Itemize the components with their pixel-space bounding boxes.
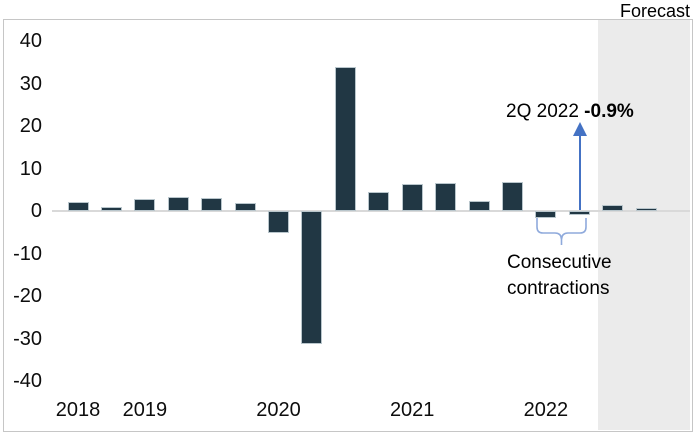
bar [234, 202, 256, 211]
x-year-label: 2019 [122, 399, 168, 421]
bar [602, 204, 624, 211]
bar [268, 211, 290, 233]
zero-gridline [52, 210, 690, 212]
y-tick-label: 10 [19, 157, 42, 180]
bar [201, 198, 223, 211]
forecast-shaded-region [598, 20, 690, 430]
y-tick-label: -20 [13, 285, 42, 307]
annotation-arrow-line [579, 136, 581, 210]
bar [167, 196, 189, 211]
y-tick-label: 40 [19, 30, 42, 52]
y-tick-label: -40 [13, 370, 42, 392]
chart-frame [3, 19, 693, 432]
x-year-label: 2022 [523, 399, 569, 421]
x-year-label: 2021 [389, 399, 435, 421]
bar [635, 208, 657, 211]
bar [468, 201, 490, 211]
y-tick-label: 30 [19, 72, 42, 95]
y-tick-label: -10 [13, 242, 42, 265]
bar [100, 206, 122, 211]
y-tick-label: 0 [30, 200, 42, 222]
contractions-line1: Consecutive [507, 252, 612, 273]
annotation-quarter-text: 2Q 2022 [506, 101, 585, 122]
y-tick-label: 20 [19, 115, 42, 137]
forecast-label: Forecast [619, 1, 690, 21]
bar [301, 211, 323, 344]
x-year-label: 2018 [55, 399, 101, 421]
bar [67, 202, 89, 211]
bar [368, 191, 390, 211]
annotation-arrow-up-icon [573, 122, 587, 136]
bar [435, 182, 457, 211]
annotation-2q2022: 2Q 2022 -0.9% [506, 101, 634, 123]
bar [501, 181, 523, 211]
contractions-line2: contractions [507, 278, 610, 299]
consecutive-contractions-label: Consecutive contractions [507, 250, 612, 302]
y-tick-label: -30 [13, 327, 42, 350]
annotation-value-text: -0.9% [584, 101, 634, 122]
curly-brace-icon [536, 218, 587, 245]
bar [134, 198, 156, 211]
bar [401, 184, 423, 211]
x-year-label: 2020 [256, 399, 301, 421]
bar [568, 211, 590, 215]
bar [535, 211, 557, 218]
bar [334, 67, 356, 211]
